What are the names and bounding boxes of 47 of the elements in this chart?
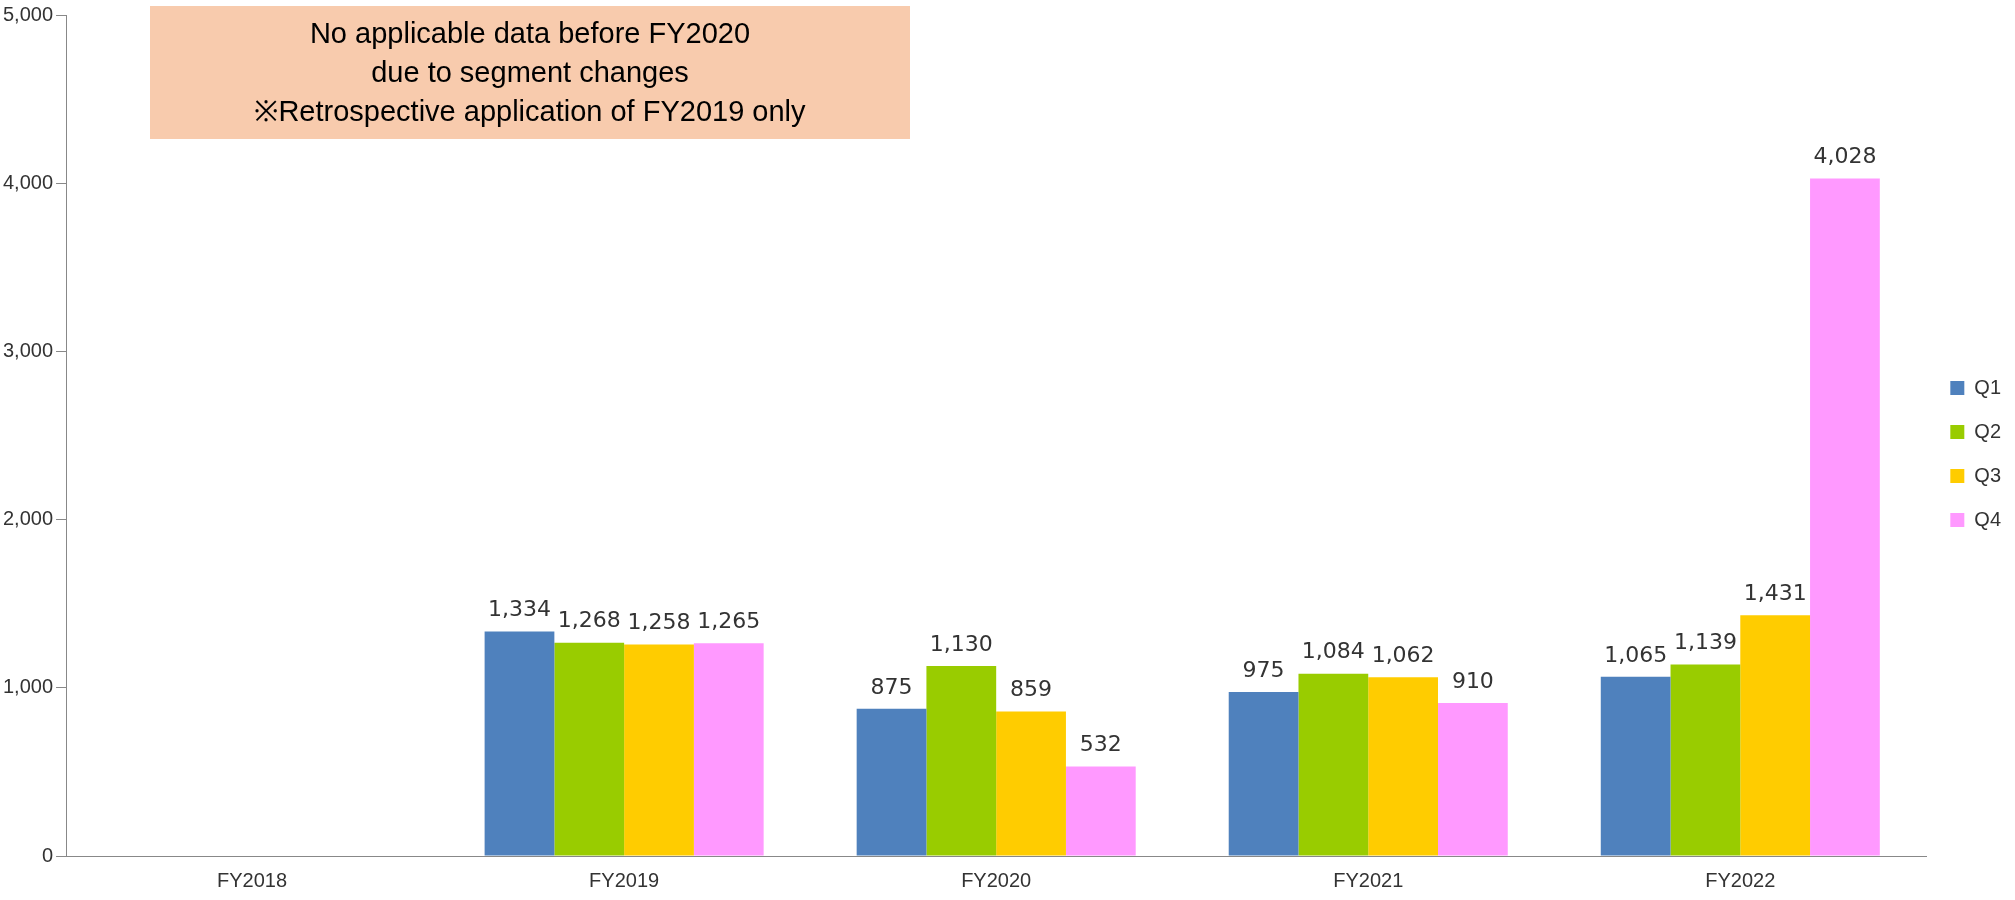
bar xyxy=(856,708,927,856)
bar xyxy=(554,642,625,856)
y-tick-label: 3,000 xyxy=(2,338,54,361)
data-label: 1,062 xyxy=(1371,642,1435,668)
bar xyxy=(1670,664,1741,856)
bar xyxy=(693,643,764,856)
y-tick-label: 4,000 xyxy=(2,170,54,193)
bar xyxy=(1368,677,1438,856)
bar xyxy=(1600,676,1671,856)
data-label: 1,139 xyxy=(1673,629,1737,655)
data-label: 4,028 xyxy=(1813,143,1877,169)
bar xyxy=(484,631,555,856)
bar xyxy=(1065,766,1136,856)
y-tick-label: 5,000 xyxy=(2,2,54,25)
data-label: 1,334 xyxy=(488,596,551,622)
bar xyxy=(624,644,694,856)
legend-label: Q1 xyxy=(1974,375,2002,398)
y-tick-label: 1,000 xyxy=(2,675,54,698)
data-label: 1,065 xyxy=(1604,641,1668,667)
data-label: 859 xyxy=(1010,676,1053,702)
legend-label: Q3 xyxy=(1974,463,2002,486)
bar xyxy=(1740,615,1811,856)
bar xyxy=(996,711,1066,856)
bar xyxy=(1438,702,1508,856)
y-tick-label: 2,000 xyxy=(2,507,54,530)
legend-label: Q2 xyxy=(1974,419,2002,442)
bar xyxy=(1298,673,1369,856)
x-tick-label: FY2018 xyxy=(217,868,288,891)
data-label: 1,084 xyxy=(1301,638,1365,664)
x-tick-label: FY2021 xyxy=(1333,868,1404,891)
data-label: 1,265 xyxy=(697,607,761,633)
bar xyxy=(926,665,997,856)
data-label: 875 xyxy=(870,673,913,699)
bar xyxy=(1228,692,1299,856)
data-label: 975 xyxy=(1242,656,1285,682)
bar xyxy=(1810,178,1880,856)
data-label: 910 xyxy=(1451,667,1494,693)
data-label: 1,258 xyxy=(627,609,691,635)
data-label: 1,431 xyxy=(1743,580,1807,606)
x-tick-label: FY2020 xyxy=(961,868,1032,891)
data-label: 532 xyxy=(1079,731,1122,757)
x-tick-label: FY2019 xyxy=(589,868,660,891)
x-tick-label: FY2022 xyxy=(1705,868,1776,891)
data-label: 1,268 xyxy=(557,607,621,633)
y-tick-label: 0 xyxy=(41,843,54,866)
data-label: 1,130 xyxy=(929,630,993,656)
legend-label: Q4 xyxy=(1974,507,2002,530)
